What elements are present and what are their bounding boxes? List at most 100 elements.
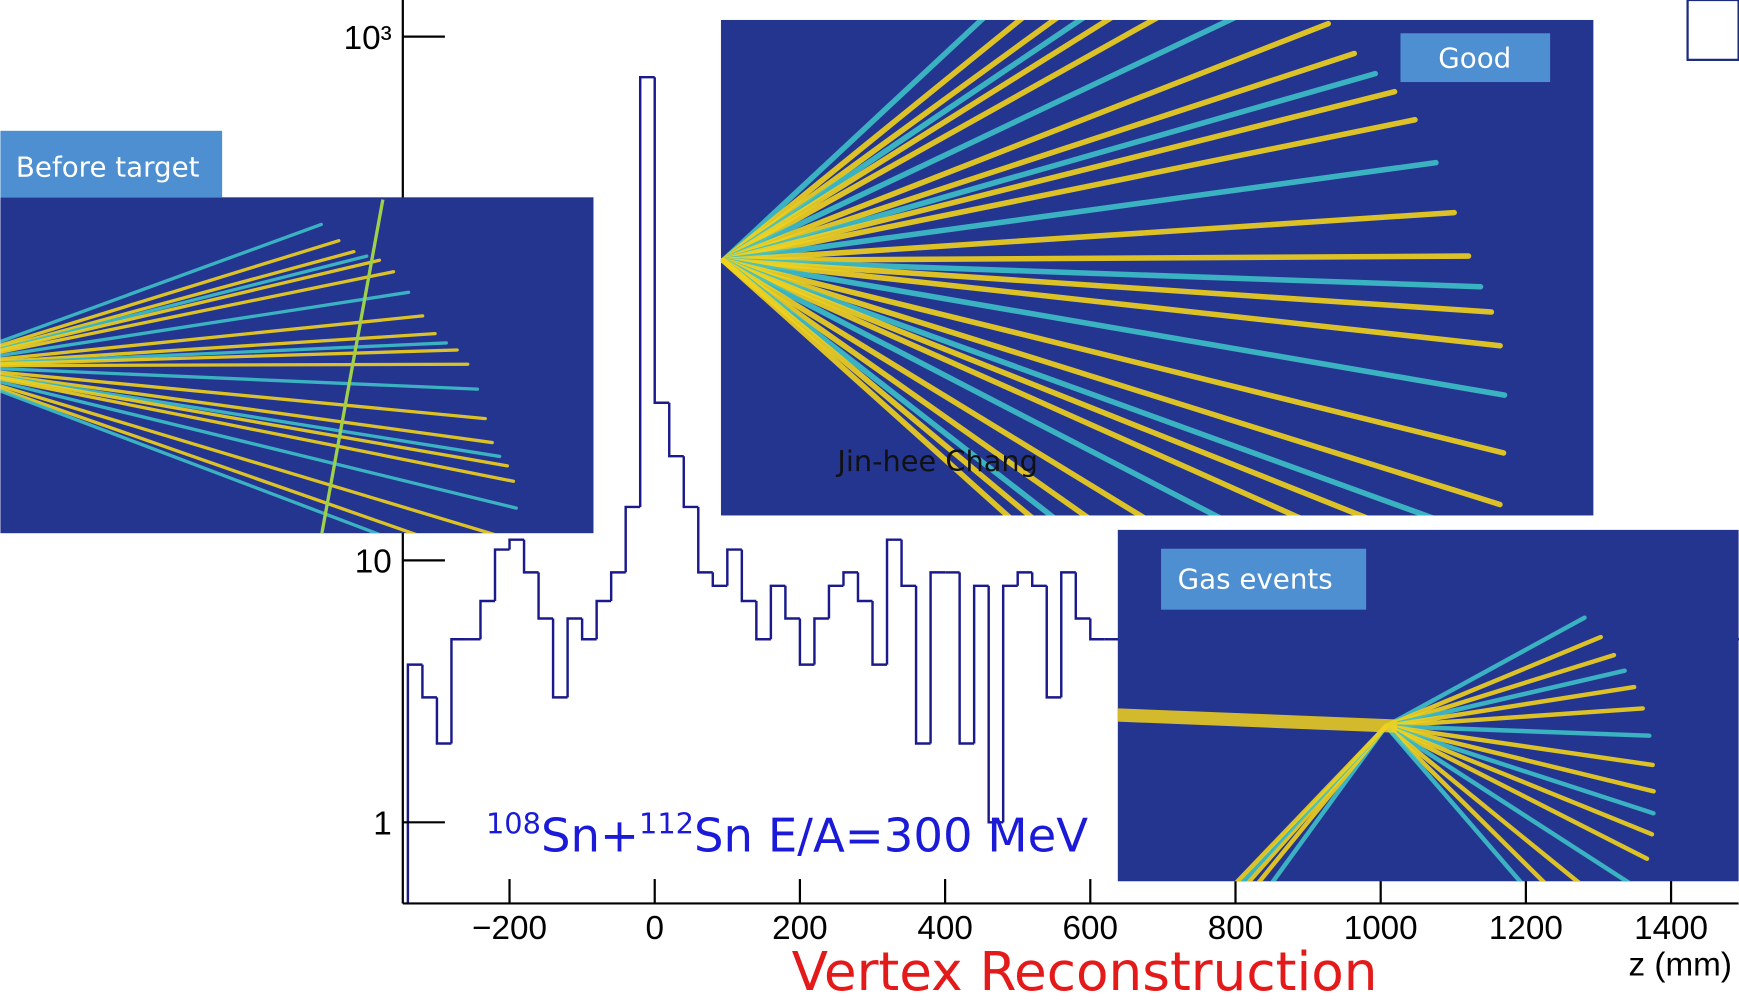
chart-title: Vertex Reconstruction [792,941,1378,1001]
track [0,362,470,368]
track [720,257,1484,290]
track [720,257,1495,315]
histogram-bin [711,572,728,588]
track [0,290,411,358]
track [320,199,385,534]
track [720,50,1358,264]
histogram-bin [551,618,568,699]
annotation-text: Sn+ [541,808,639,862]
track [720,88,1398,264]
track [720,257,1508,398]
track [0,348,459,366]
track [1234,723,1389,882]
x-tick-label: −200 [472,910,547,947]
track [720,117,1418,264]
histogram-bin [566,617,583,698]
track [720,20,1332,264]
track [720,209,1457,264]
x-tick-label: 0 [645,910,664,947]
histogram-bin [755,600,771,641]
histogram-bin [914,585,931,745]
track [1383,706,1645,729]
annotation-text: Sn E/A=300 MeV [694,808,1088,862]
y-tick-label: 1 [373,806,392,843]
histogram-bin [740,549,757,603]
inset-label: Good [1438,42,1511,75]
inset-label-box [1161,548,1367,610]
histogram-bin [493,548,510,601]
histogram-bin [856,572,873,603]
x-tick-label: 400 [917,910,972,947]
track [720,257,1368,516]
track [0,367,480,391]
inset-label-box [0,130,223,198]
histogram-bin [1089,618,1105,641]
track [1383,723,1656,794]
credit: Jin-hee Chang [835,444,1038,478]
track [720,257,1034,516]
histogram-bin [1045,585,1062,699]
annotation: 108Sn+112Sn E/A=300 MeV [486,807,1088,863]
tracks [1117,615,1656,882]
histogram-bin [987,585,1004,824]
histogram-bin [813,617,829,665]
histogram-bin [1001,584,1018,823]
track [1117,708,1398,733]
y-tick-label: 10 [355,544,392,581]
histogram-bin [842,571,858,586]
track [0,314,425,361]
track [720,19,1159,264]
track [1383,723,1656,816]
track [720,19,1086,264]
histogram-bin [624,505,641,573]
track [720,19,1025,264]
x-tick-label: 200 [772,910,827,947]
track [1383,723,1650,861]
track [0,377,516,483]
histogram-bin [798,618,815,666]
inset-label: Gas events [1178,563,1333,596]
track [720,257,1434,516]
track [720,70,1379,264]
track [1383,684,1637,729]
x-tick-label: 600 [1063,910,1118,947]
track [1383,723,1581,882]
track [720,257,1503,349]
logo [1686,0,1739,61]
histogram-bin [522,539,539,574]
histogram-bin [885,538,902,665]
track [0,239,341,348]
inset-label: Before target [16,150,200,183]
histogram-bin [697,506,713,574]
track [720,257,1012,516]
track [1383,723,1655,837]
histogram-bin [668,402,684,458]
tracks [720,19,1508,516]
track [1383,723,1655,768]
histogram-bin [638,75,655,507]
histogram-bin [682,456,699,509]
track [1383,723,1547,882]
histogram-bin [580,618,597,641]
axes: −200 0 200 400 600 800 1000 1200 1400 1 10 10³ [344,0,1739,947]
histogram-bin [1074,572,1091,620]
track [1383,723,1631,882]
histogram-bin [784,585,800,620]
track [0,222,323,344]
track [720,257,1090,516]
histogram-bin [827,584,844,619]
annotation-sup: 112 [639,807,694,841]
x-tick-label: 1400 [1634,910,1708,947]
annotation-sup: 108 [486,807,541,841]
y-tick-label: 10³ [344,20,392,57]
x-tick-label: 800 [1208,910,1263,947]
track [1383,652,1617,729]
histogram-bin [450,638,466,744]
inset-label-box [1400,33,1551,83]
track [0,387,418,534]
histogram-bin [1016,571,1033,586]
histogram-bin [726,548,742,586]
track [720,257,1146,516]
track [1383,723,1523,882]
track [720,19,1113,264]
